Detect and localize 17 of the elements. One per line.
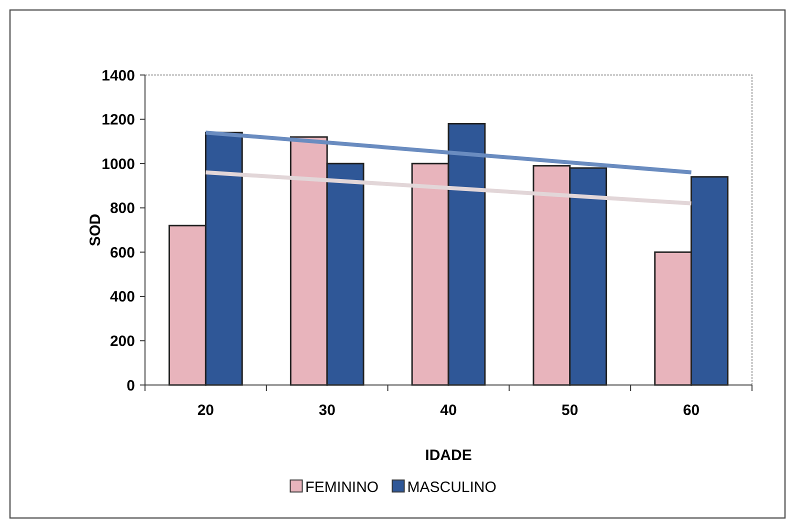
y-tick-label: 1400: [102, 67, 135, 84]
y-tick-label: 400: [110, 288, 135, 306]
x-tick-label: 40: [440, 402, 457, 419]
x-tick-label: 60: [682, 402, 700, 419]
y-tick-label: 800: [110, 200, 135, 218]
x-tick-label: 50: [562, 402, 578, 419]
legend-label: MASCULINO: [407, 479, 496, 496]
y-tick-label: 200: [110, 332, 135, 350]
y-tick-label: 600: [110, 244, 135, 262]
x-axis-title: IDADE: [425, 447, 472, 464]
legend-label: FEMININO: [305, 479, 379, 496]
x-tick-label: 20: [197, 402, 214, 419]
y-axis-title: SOD: [87, 214, 104, 246]
x-tick-label: 30: [318, 402, 336, 419]
y-tick-label: 1000: [102, 156, 135, 173]
y-tick-label: 1200: [102, 112, 135, 129]
y-tick-label: 0: [126, 377, 135, 394]
